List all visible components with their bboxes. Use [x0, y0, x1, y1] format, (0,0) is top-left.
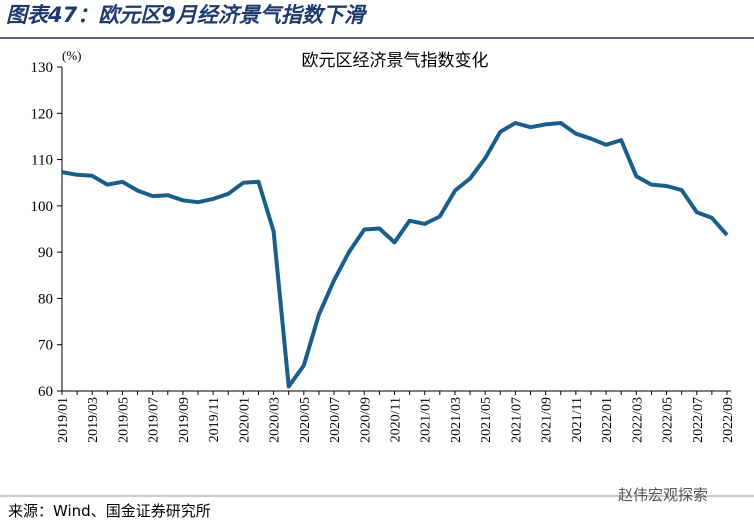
- x-tick-label: 2020/05: [298, 397, 313, 443]
- source: 来源：Wind、国金证券研究所: [8, 502, 211, 520]
- x-tick-label: 2019/05: [116, 397, 131, 443]
- x-tick-label: 2020/01: [237, 397, 252, 443]
- x-tick-label: 2020/11: [389, 397, 404, 442]
- y-tick-label: 130: [31, 60, 54, 76]
- y-unit: (%): [62, 48, 82, 63]
- x-tick-label: 2022/03: [630, 397, 645, 443]
- x-tick-label: 2022/09: [721, 397, 736, 443]
- y-tick-label: 90: [38, 245, 53, 261]
- x-tick-label: 2021/05: [479, 397, 494, 443]
- x-tick-label: 2021/07: [509, 397, 524, 443]
- x-tick-label: 2021/01: [419, 397, 434, 443]
- x-tick-label: 2022/05: [661, 397, 676, 443]
- chart-title: 欧元区经济景气指数变化: [302, 51, 489, 70]
- x-tick-label: 2020/09: [358, 397, 373, 443]
- y-tick-label: 120: [31, 106, 54, 122]
- x-tick-label: 2020/07: [328, 397, 343, 443]
- header-title: 图表47：欧元区9月经济景气指数下滑: [6, 3, 368, 27]
- y-tick-label: 110: [31, 153, 53, 169]
- y-tick-label: 70: [38, 338, 53, 354]
- x-tick-label: 2021/09: [540, 397, 555, 443]
- x-tick-label: 2019/03: [86, 397, 101, 443]
- data-line: [61, 121, 729, 389]
- x-tick-label: 2019/01: [56, 397, 71, 443]
- y-tick-label: 60: [38, 384, 53, 400]
- x-tick-label: 2019/11: [207, 397, 222, 442]
- x-tick-label: 2019/07: [147, 397, 162, 443]
- watermark: 赵伟宏观探索: [618, 486, 708, 504]
- x-tick-label: 2020/03: [268, 397, 283, 443]
- y-tick-label: 80: [38, 291, 53, 307]
- y-tick-label: 100: [31, 199, 54, 215]
- x-tick-label: 2022/01: [600, 397, 615, 443]
- x-tick-label: 2022/07: [691, 397, 706, 443]
- x-tick-label: 2019/09: [177, 397, 192, 443]
- x-tick-label: 2021/03: [449, 397, 464, 443]
- x-tick-label: 2021/11: [570, 397, 585, 442]
